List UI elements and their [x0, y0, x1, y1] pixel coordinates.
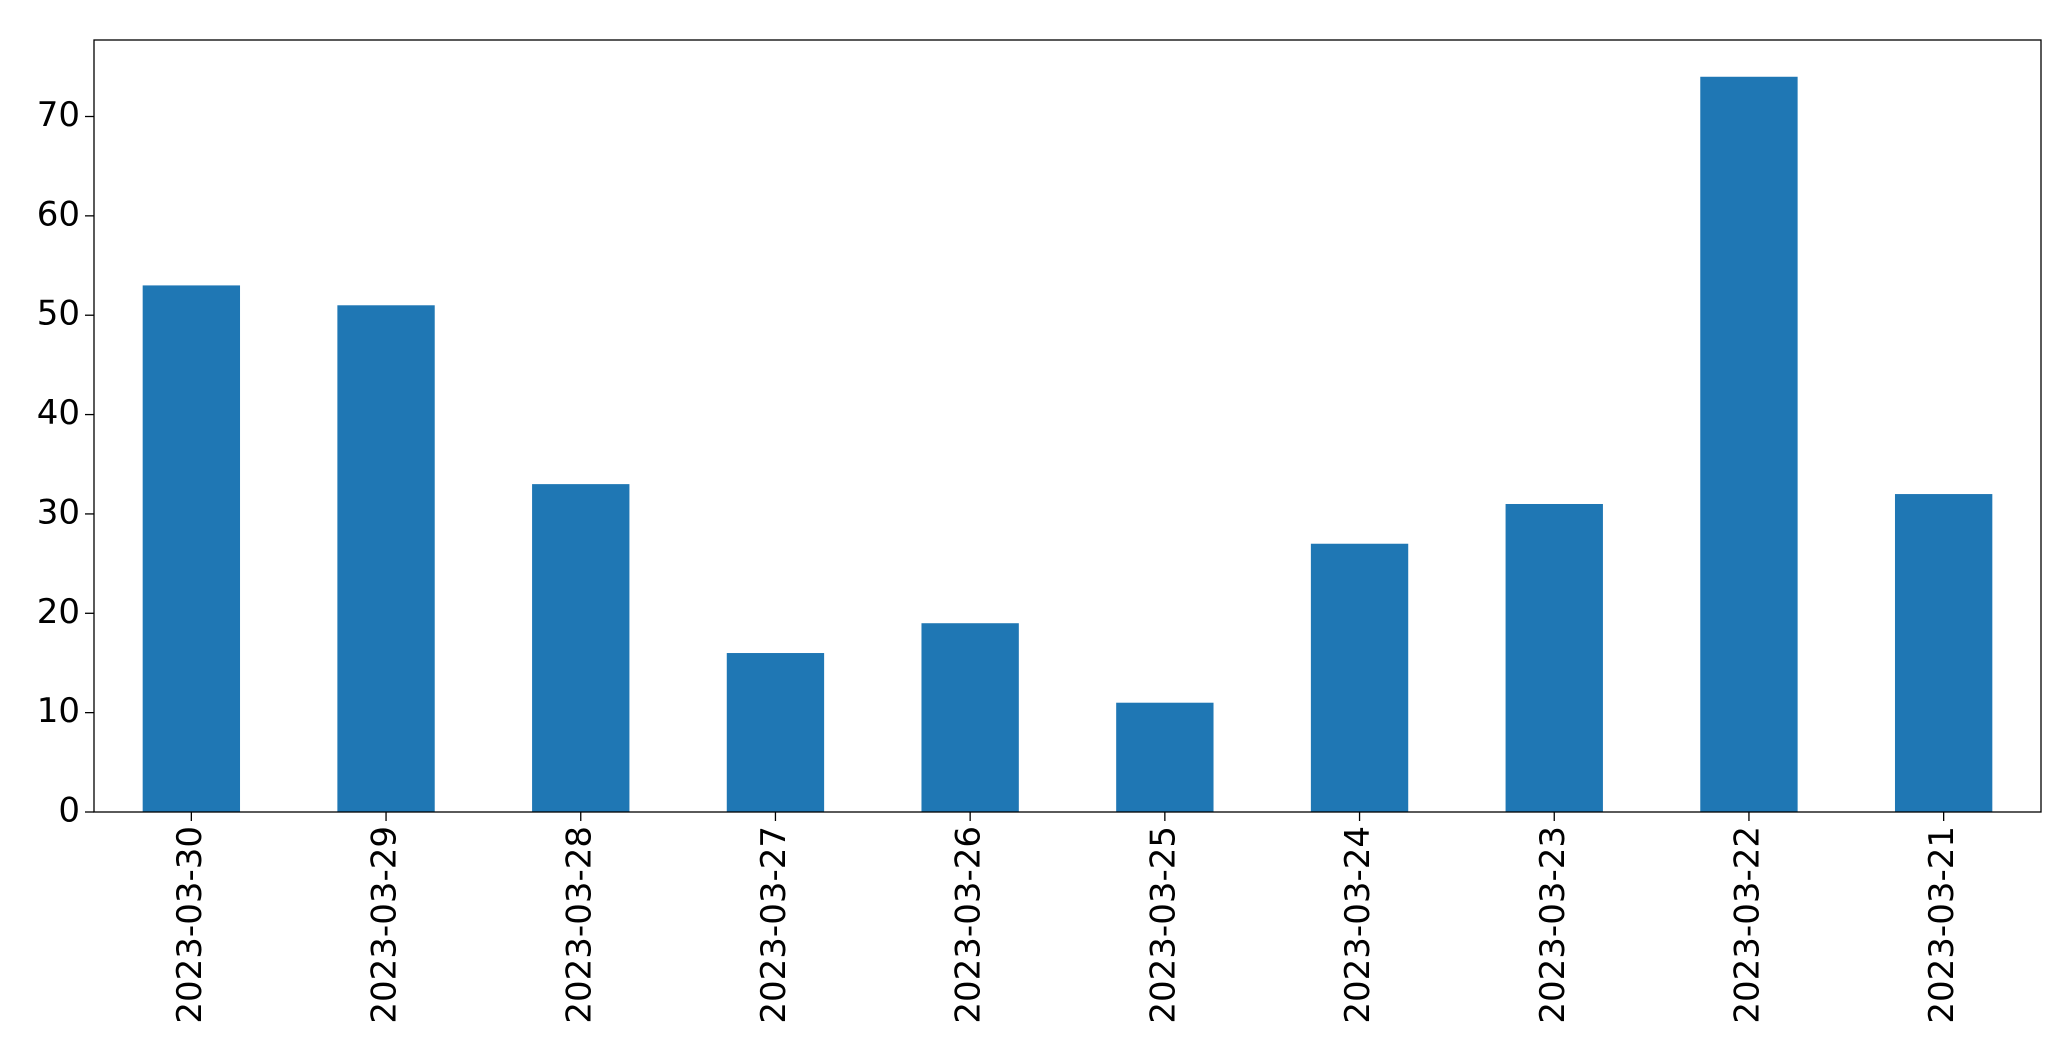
y-tick-label: 70: [37, 95, 80, 135]
x-tick-label: 2023-03-24: [1338, 826, 1378, 1024]
bar: [726, 653, 825, 812]
bar: [532, 484, 630, 812]
x-tick-label: 2023-03-29: [365, 826, 405, 1024]
y-tick-label: 50: [37, 294, 80, 334]
x-tick-label: 2023-03-30: [170, 826, 210, 1024]
y-tick-label: 30: [37, 492, 80, 532]
x-tick-label: 2023-03-21: [1922, 826, 1962, 1024]
axes-frame: [93, 39, 2042, 813]
x-tick-label: 2023-03-23: [1533, 826, 1573, 1024]
bar: [921, 623, 1019, 812]
y-tick-label: 20: [37, 592, 80, 632]
y-tick-label: 40: [37, 393, 80, 433]
bar: [1116, 702, 1214, 812]
bar: [1310, 543, 1409, 812]
bar: [142, 285, 241, 813]
bar: [1505, 503, 1603, 812]
bar: [337, 305, 435, 812]
x-tick-label: 2023-03-26: [949, 826, 989, 1024]
x-tick-label: 2023-03-25: [1143, 826, 1183, 1024]
y-tick-label: 10: [37, 691, 80, 731]
x-tick-label: 2023-03-28: [559, 826, 599, 1024]
y-tick-label: 0: [58, 791, 80, 831]
y-tick-label: 60: [37, 194, 80, 234]
x-tick-label: 2023-03-27: [754, 826, 794, 1024]
bar: [1894, 494, 1993, 812]
x-tick-label: 2023-03-22: [1727, 826, 1767, 1024]
bar: [1700, 76, 1798, 812]
